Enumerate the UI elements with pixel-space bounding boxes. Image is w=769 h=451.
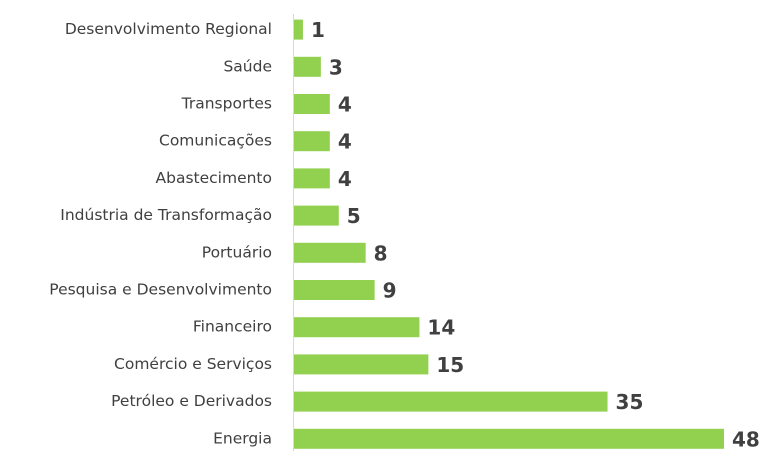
data-label: 8 [374,241,388,265]
bar [294,56,321,77]
y-tick-label: Comunicações [159,132,272,150]
data-label: 48 [732,427,760,451]
bar [294,168,330,189]
bar [294,280,375,300]
bar [294,205,339,226]
data-label: 15 [436,353,464,377]
data-label: 4 [338,130,352,154]
data-label: 4 [338,93,352,117]
bar [294,94,330,114]
data-label: 4 [338,167,352,191]
data-label: 9 [383,279,397,303]
data-label: 1 [311,18,325,42]
y-tick-label: Desenvolvimento Regional [65,20,272,38]
y-tick-label: Financeiro [193,318,272,336]
bar [294,19,303,40]
data-label: 35 [616,390,644,414]
y-tick-label: Petróleo e Derivados [111,392,272,410]
y-tick-label: Comércio e Serviços [114,355,272,373]
bar [294,242,366,263]
y-tick-label: Indústria de Transformação [60,206,272,224]
data-label: 5 [347,204,361,228]
bar [294,428,724,449]
y-tick-label: Saúde [223,57,272,75]
y-tick-label: Energia [213,429,272,447]
y-tick-label: Abastecimento [156,169,272,187]
data-label: 14 [427,316,455,340]
bar [294,354,429,375]
bar [294,131,330,152]
y-tick-label: Pesquisa e Desenvolvimento [49,281,272,299]
y-tick-label: Portuário [202,243,272,261]
data-label: 3 [329,55,343,79]
bar [294,317,420,338]
bar [294,391,608,412]
y-tick-label: Transportes [181,95,272,113]
